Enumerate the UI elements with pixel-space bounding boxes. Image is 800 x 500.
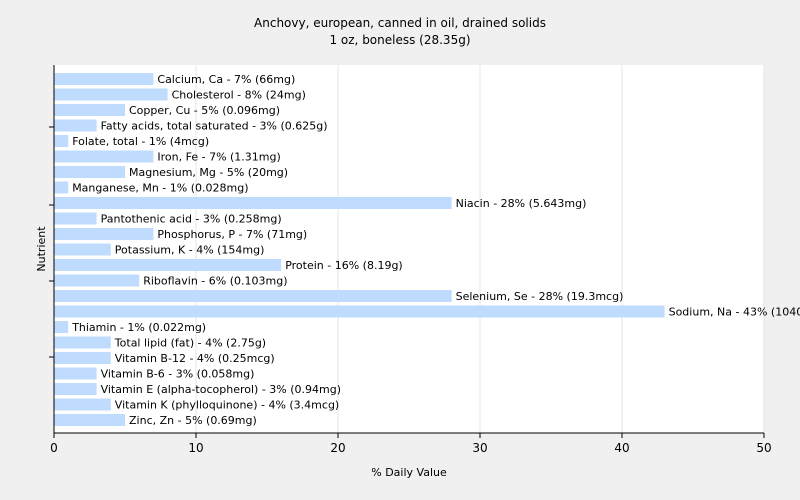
axes: 0 10 20 30 40 50	[49, 65, 772, 455]
bar-label: Vitamin B-6 - 3% (0.058mg)	[101, 368, 255, 381]
bar-label: Selenium, Se - 28% (19.3mcg)	[456, 290, 624, 303]
bar-label: Total lipid (fat) - 4% (2.75g)	[114, 337, 266, 350]
bar	[54, 119, 97, 132]
chart-subtitle: 1 oz, boneless (28.35g)	[329, 33, 470, 47]
bar	[54, 88, 168, 101]
bar	[54, 367, 97, 380]
bar	[54, 336, 111, 349]
bar-label: Vitamin E (alpha-tocopherol) - 3% (0.94m…	[101, 383, 341, 396]
x-tick-label: 0	[50, 441, 58, 455]
x-tick-label: 30	[472, 441, 487, 455]
bar	[54, 274, 140, 287]
x-tick-label: 20	[330, 441, 345, 455]
x-tick-label: 50	[756, 441, 771, 455]
bar	[54, 259, 282, 271]
x-tick-label: 40	[614, 441, 629, 455]
bar	[54, 166, 125, 178]
bar-label: Niacin - 28% (5.643mg)	[456, 197, 587, 210]
bar	[54, 321, 69, 333]
bar	[54, 305, 665, 318]
bar-label: Folate, total - 1% (4mcg)	[72, 135, 209, 148]
bar-label: Pantothenic acid - 3% (0.258mg)	[101, 213, 282, 226]
bar	[54, 104, 125, 116]
bar-label: Sodium, Na - 43% (1040mg)	[669, 306, 800, 319]
bar	[54, 181, 69, 194]
bar-label: Copper, Cu - 5% (0.096mg)	[129, 104, 280, 117]
bar-label: Vitamin B-12 - 4% (0.25mcg)	[115, 352, 275, 365]
bar-label: Calcium, Ca - 7% (66mg)	[157, 73, 295, 86]
bar-label: Iron, Fe - 7% (1.31mg)	[157, 151, 280, 164]
bar-label: Phosphorus, P - 7% (71mg)	[157, 228, 307, 241]
bar	[54, 352, 111, 364]
bars: Calcium, Ca - 7% (66mg) Cholesterol - 8% …	[54, 73, 800, 427]
x-tick-label: 10	[188, 441, 203, 455]
bar-label: Vitamin K (phylloquinone) - 4% (3.4mcg)	[115, 399, 339, 412]
bar	[54, 73, 154, 85]
x-axis-title: % Daily Value	[371, 466, 447, 479]
bar	[54, 228, 154, 240]
bar	[54, 135, 69, 147]
bar-label: Potassium, K - 4% (154mg)	[115, 244, 265, 257]
bar	[54, 398, 111, 411]
bar	[54, 243, 111, 256]
bar-label: Fatty acids, total saturated - 3% (0.625…	[101, 120, 328, 133]
bar	[54, 290, 452, 302]
bar	[54, 383, 97, 395]
bar-label: Zinc, Zn - 5% (0.69mg)	[129, 414, 257, 427]
y-axis-title: Nutrient	[35, 226, 48, 272]
chart-title: Anchovy, european, canned in oil, draine…	[254, 16, 546, 30]
bar-label: Manganese, Mn - 1% (0.028mg)	[72, 182, 248, 195]
bar-label: Riboflavin - 6% (0.103mg)	[143, 275, 287, 288]
bar-label: Protein - 16% (8.19g)	[285, 259, 403, 272]
bar-label: Thiamin - 1% (0.022mg)	[71, 321, 206, 334]
bar-label: Magnesium, Mg - 5% (20mg)	[129, 166, 288, 179]
grid	[195, 65, 765, 433]
bar-label: Cholesterol - 8% (24mg)	[172, 89, 306, 102]
bar	[54, 212, 97, 225]
bar	[54, 150, 154, 163]
bar	[54, 414, 125, 426]
plot-area	[54, 65, 764, 433]
bar	[54, 197, 452, 209]
